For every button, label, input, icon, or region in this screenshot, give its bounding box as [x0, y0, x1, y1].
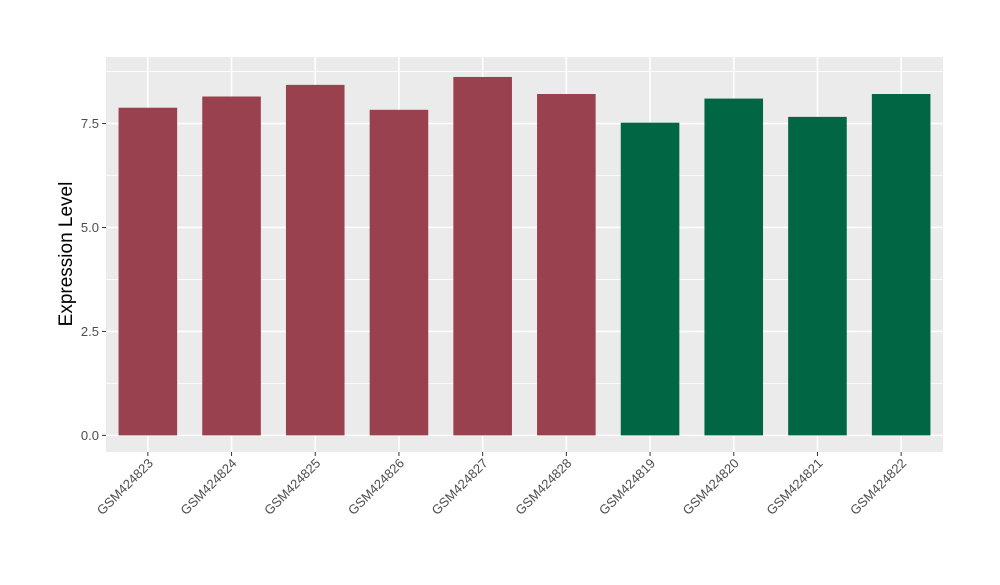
- bar-GSM424824: [202, 96, 261, 436]
- bars: [118, 76, 931, 436]
- y-tick-label: 0.0: [81, 428, 99, 443]
- bar-GSM424825: [285, 84, 345, 436]
- x-tick-label-GSM424823: GSM424823: [94, 456, 156, 518]
- y-tick-label: 5.0: [81, 220, 99, 235]
- y-axis-label: Expression Level: [56, 182, 77, 327]
- x-axis: GSM424823 GSM424824 GSM424825 GSM424826 GSM4…: [94, 452, 909, 518]
- bar-GSM424822: [871, 94, 931, 436]
- y-tick-label: 2.5: [81, 324, 99, 339]
- x-tick-label-GSM424824: GSM424824: [177, 456, 239, 518]
- x-tick-label-GSM424828: GSM424828: [512, 456, 574, 518]
- x-tick-label-GSM424821: GSM424821: [763, 456, 825, 518]
- x-tick-label-GSM424820: GSM424820: [680, 456, 742, 518]
- x-tick-label-GSM424822: GSM424822: [847, 456, 909, 518]
- x-tick-label-GSM424825: GSM424825: [261, 456, 323, 518]
- y-axis: 0.0 2.5 5.0 7.5: [81, 116, 106, 443]
- bar-GSM424819: [620, 122, 680, 436]
- bar-GSM424823: [118, 107, 178, 436]
- bar-GSM424821: [788, 116, 847, 436]
- bar-GSM424820: [704, 98, 764, 436]
- x-tick-label-GSM424819: GSM424819: [596, 456, 658, 518]
- bar-GSM424827: [453, 76, 512, 436]
- y-tick-label: 7.5: [81, 116, 99, 131]
- x-tick-label-GSM424827: GSM424827: [429, 456, 491, 518]
- bar-GSM424826: [369, 109, 429, 436]
- x-tick-label-GSM424826: GSM424826: [345, 456, 407, 518]
- bar-GSM424828: [537, 94, 596, 436]
